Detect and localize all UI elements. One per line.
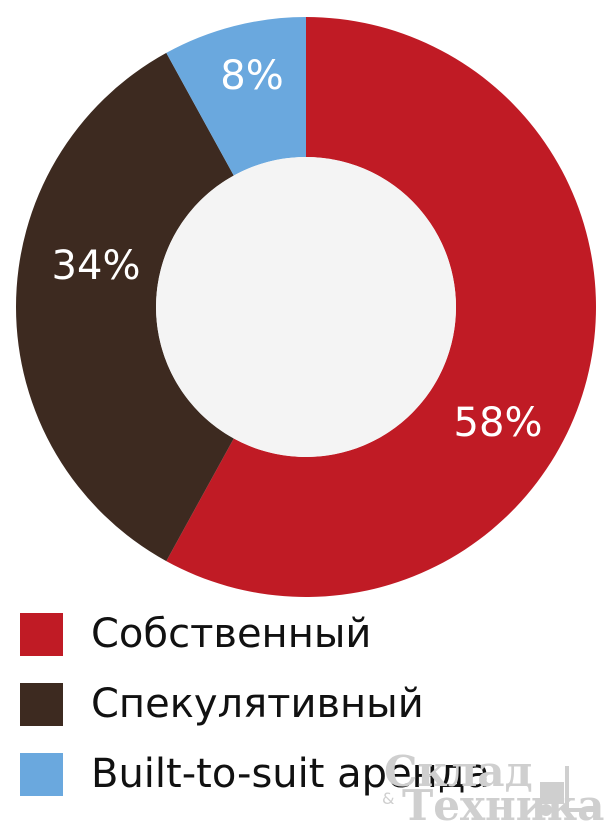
watermark-line1: Склад: [384, 748, 533, 796]
legend-swatch-bts: [20, 752, 63, 796]
forklift-icon: [540, 766, 595, 816]
legend-label-own: Собственный: [91, 611, 372, 657]
donut-hole: [156, 157, 456, 457]
legend-label-speculative: Спекулятивный: [91, 681, 424, 727]
watermark-amp: &: [382, 789, 394, 808]
slice-bts: [166, 17, 306, 176]
slice-own: [166, 17, 596, 597]
slice-speculative: [16, 52, 234, 562]
legend-item-own: Собственный: [20, 612, 490, 656]
legend-item-bts: Built-to-suit аренда: [20, 752, 490, 796]
legend-swatch-speculative: [20, 682, 63, 726]
donut-chart-svg: 58% 34% 8%: [16, 17, 596, 597]
legend: Собственный Спекулятивный Built-to-suit …: [20, 612, 490, 822]
watermark-logo: Склад & Техника: [382, 748, 604, 826]
legend-label-bts: Built-to-suit аренда: [91, 751, 491, 797]
watermark-line2: Техника: [402, 781, 604, 826]
donut-chart: 58% 34% 8%: [16, 17, 596, 597]
legend-swatch-own: [20, 612, 63, 656]
slice-label-bts: 8%: [220, 53, 283, 99]
slice-label-own: 58%: [454, 400, 543, 446]
slice-label-speculative: 34%: [52, 243, 141, 289]
legend-item-speculative: Спекулятивный: [20, 682, 490, 726]
